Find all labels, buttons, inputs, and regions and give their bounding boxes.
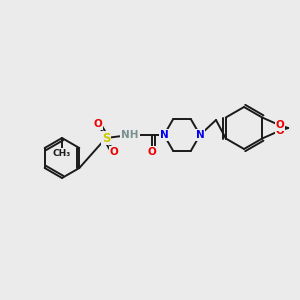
Text: N: N [160, 130, 168, 140]
Text: NH: NH [121, 130, 139, 140]
Text: O: O [94, 119, 102, 129]
Text: O: O [276, 121, 285, 130]
Text: N: N [196, 130, 204, 140]
Text: S: S [102, 131, 110, 145]
Text: O: O [110, 147, 118, 157]
Text: CH₃: CH₃ [53, 148, 71, 158]
Text: O: O [148, 147, 156, 157]
Text: O: O [276, 125, 285, 136]
